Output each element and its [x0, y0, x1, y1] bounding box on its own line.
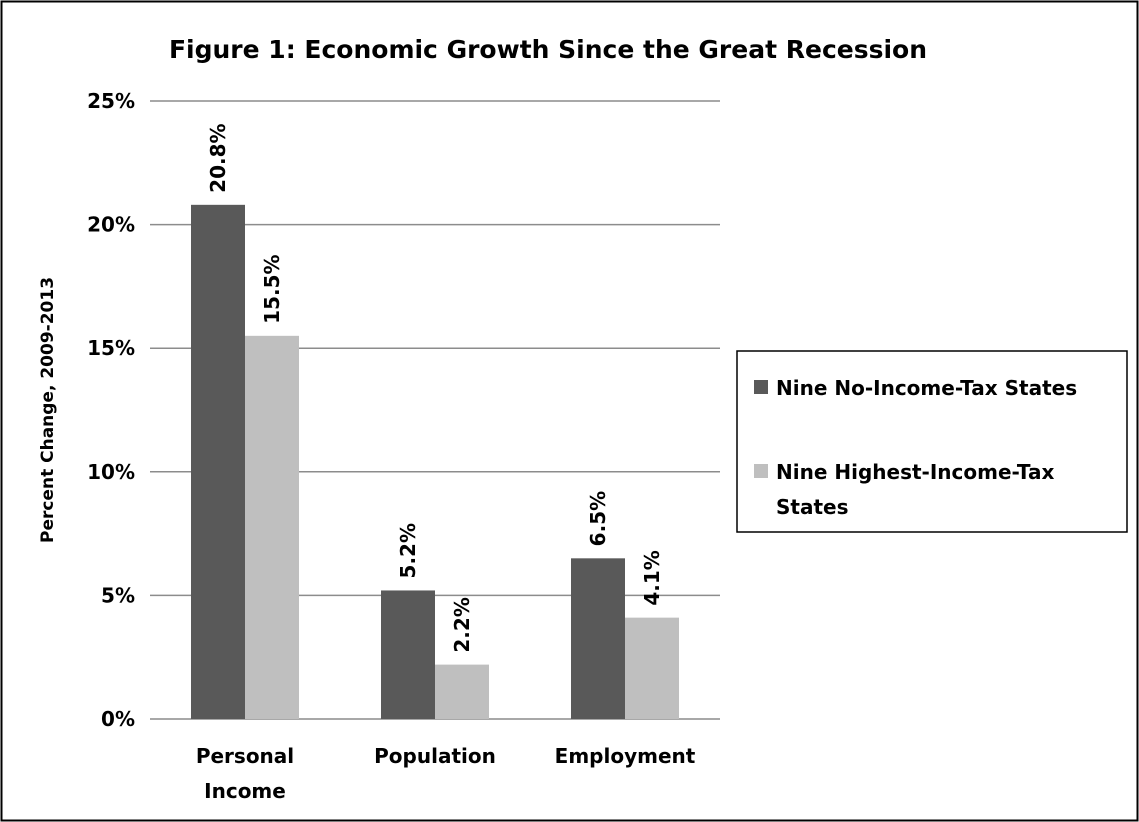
bar-series1-cat2 — [625, 617, 679, 719]
legend-box — [736, 350, 1128, 533]
bar-series0-cat1 — [381, 590, 435, 719]
bar-series1-cat1 — [435, 664, 489, 719]
data-labels: 20.8% 15.5% 5.2% 2.2% 6.5% 4.1% — [206, 123, 664, 652]
x-axis-categories: Personal Income Population Employment — [196, 744, 696, 803]
x-category-label: Personal — [196, 744, 294, 768]
y-tick-label: 5% — [101, 583, 135, 607]
bar-series1-cat0 — [245, 335, 299, 719]
data-label: 20.8% — [206, 123, 230, 192]
chart-title: Figure 1: Economic Growth Since the Grea… — [169, 35, 927, 64]
x-category-label: Population — [374, 744, 496, 768]
x-category-label: Employment — [555, 744, 696, 768]
data-label: 4.1% — [640, 550, 664, 605]
bars — [191, 204, 679, 720]
y-tick-label: 0% — [101, 707, 135, 731]
legend-swatch-no-income-tax — [754, 380, 768, 394]
y-axis-title: Percent Change, 2009-2013 — [38, 277, 58, 543]
data-label: 5.2% — [396, 523, 420, 578]
legend-label-no-income-tax: Nine No-Income-Tax States — [776, 376, 1077, 400]
y-tick-label: 10% — [87, 460, 135, 484]
legend-label-highest-income-tax: Nine Highest-Income-Tax — [776, 460, 1054, 484]
bar-series0-cat0 — [191, 204, 245, 720]
x-category-label: Income — [204, 779, 286, 803]
bar-series0-cat2 — [571, 558, 625, 719]
legend-label-highest-income-tax-line2: States — [776, 495, 849, 519]
y-axis-ticks: 0% 5% 10% 15% 20% 25% — [87, 89, 135, 731]
legend: Nine No-Income-Tax States Nine Highest-I… — [736, 350, 1128, 533]
y-tick-label: 20% — [87, 213, 135, 237]
y-tick-label: 25% — [87, 89, 135, 113]
data-label: 2.2% — [450, 597, 474, 652]
legend-swatch-highest-income-tax — [754, 464, 768, 478]
data-label: 6.5% — [586, 491, 610, 546]
data-label: 15.5% — [260, 254, 284, 323]
y-tick-label: 15% — [87, 336, 135, 360]
